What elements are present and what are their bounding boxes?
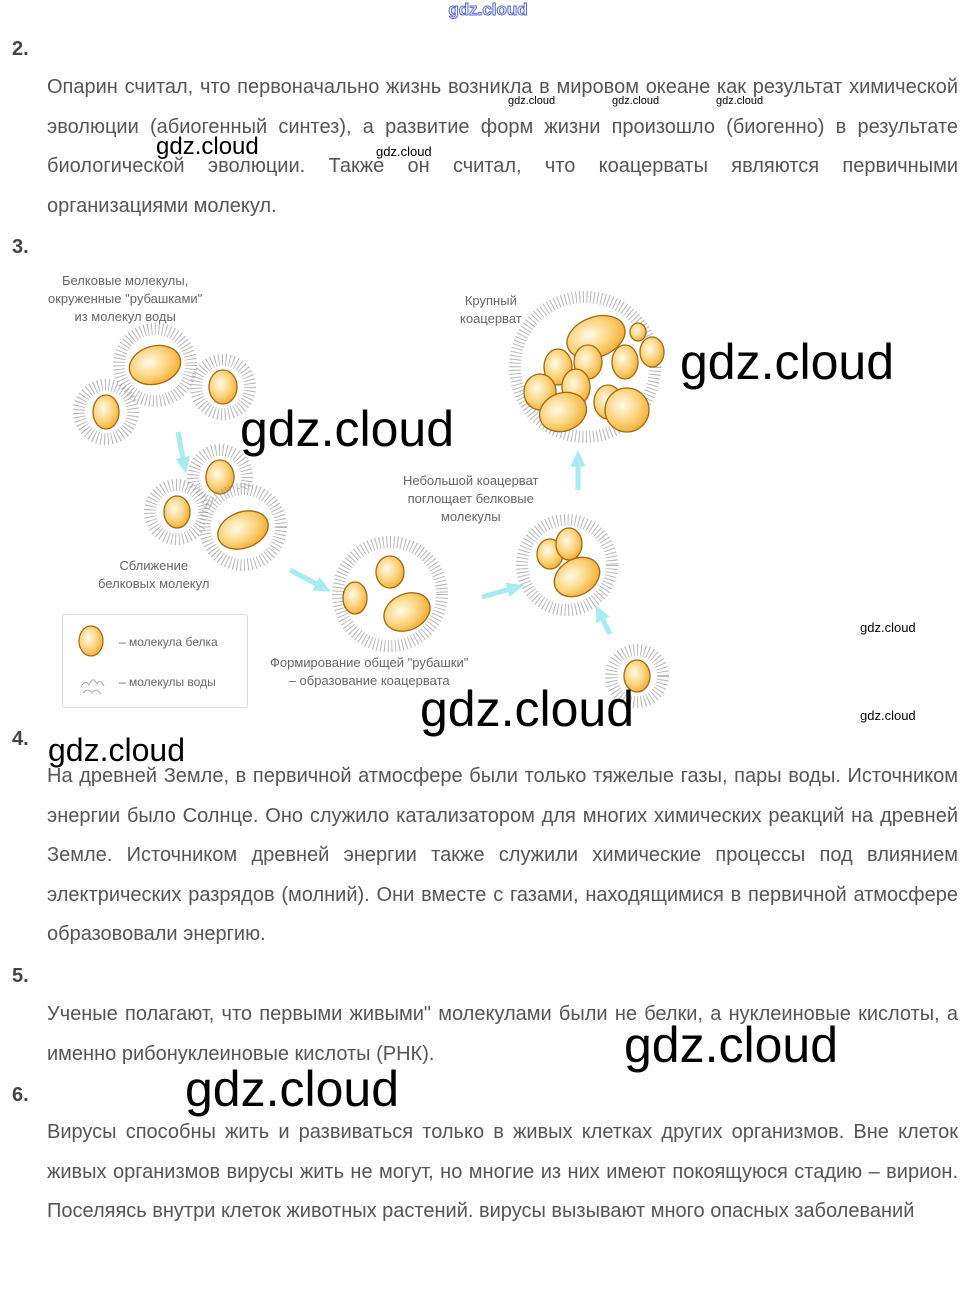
label-forming: Формирование общей "рубашки" – образовани… (270, 655, 469, 688)
section-number-4: 4. (12, 728, 29, 750)
label-large-coacervate: Крупный коацерват (460, 293, 522, 326)
watermark: gdz.cloud (624, 1017, 839, 1073)
watermark: gdz.cloud (240, 401, 455, 457)
water-molecule-icon (80, 679, 105, 695)
protein-molecule (217, 510, 269, 550)
section-5-text: Ученые полагают, что первыми живыми" мол… (47, 1003, 958, 1065)
legend-water: – молекулы воды (119, 675, 216, 689)
coacervate-diagram: Белковые молекулы, окруженные "рубашками"… (40, 262, 700, 712)
protein-molecule (623, 659, 651, 693)
arrow-head (175, 456, 191, 474)
site-watermark: gdz.cloud (448, 0, 528, 20)
arrow-head (570, 450, 586, 467)
protein-molecule-icon (78, 625, 104, 657)
section-4-text: На древней Земле, в первичной атмосфере … (47, 765, 958, 945)
protein-molecule (639, 336, 665, 368)
protein-molecule (92, 394, 120, 430)
legend-icons (78, 625, 105, 695)
section-number-3: 3. (12, 236, 29, 258)
watermark: gdz.cloud (376, 144, 432, 159)
watermark: gdz.cloud (185, 1061, 400, 1117)
protein-molecule (555, 527, 583, 561)
protein-molecule (208, 369, 238, 405)
watermark: gdz.cloud (680, 334, 895, 390)
arrow-head (595, 605, 610, 624)
arrow-head (505, 582, 524, 597)
protein-molecule (128, 344, 182, 386)
arrow-head (312, 577, 331, 592)
protein-molecule (604, 387, 650, 433)
watermark: gdz.cloud (860, 708, 916, 723)
diagram-drawing (73, 291, 669, 708)
diagram-legend: – молекула белка – молекулы воды (62, 614, 248, 708)
protein-molecule (629, 322, 647, 342)
protein-molecule (163, 495, 191, 529)
legend-protein: – молекула белка (119, 635, 218, 649)
label-approach: Сближение белковых молекул (98, 558, 210, 591)
watermark: gdz.cloud (48, 732, 185, 768)
protein-molecule (383, 592, 431, 632)
protein-molecule (342, 581, 368, 615)
protein-molecule (611, 344, 639, 380)
watermark: gdz.cloud (612, 95, 660, 107)
label-small-coacervate: Небольшой коацерват поглощает белковые мол… (403, 473, 539, 524)
section-number-5: 5. (12, 965, 29, 987)
watermark: gdz.cloud (156, 133, 259, 160)
watermark: gdz.cloud (420, 681, 635, 737)
protein-molecule (538, 391, 588, 433)
watermark: gdz.cloud (508, 95, 556, 107)
section-number-6: 6. (12, 1084, 29, 1106)
protein-molecule (375, 555, 405, 589)
label-proteins: Белковые молекулы, окруженные "рубашками"… (48, 273, 203, 324)
section-2-text: Опарин считал, что первоначально жизнь в… (47, 76, 958, 217)
section-6-text: Вирусы способны жить и развиваться тольк… (47, 1121, 958, 1222)
protein-molecule (553, 556, 601, 598)
watermark: gdz.cloud (716, 95, 764, 107)
section-number-2: 2. (12, 38, 29, 60)
watermark: gdz.cloud (860, 620, 916, 635)
